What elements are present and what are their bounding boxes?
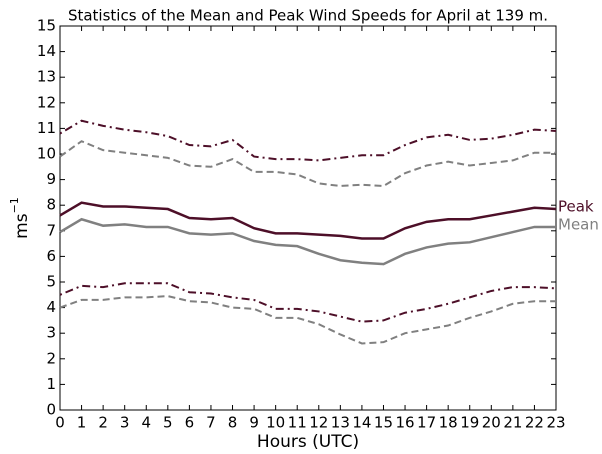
y-tick-label: 0 xyxy=(46,401,56,419)
x-axis-label: Hours (UTC) xyxy=(257,432,359,452)
y-tick-label: 3 xyxy=(46,324,56,342)
x-tick-label: 19 xyxy=(460,414,479,432)
x-tick-label: 9 xyxy=(249,414,259,432)
band-line xyxy=(59,119,557,162)
band-line xyxy=(59,140,556,188)
y-tick-label: 10 xyxy=(37,145,56,163)
y-tick-label: 2 xyxy=(46,349,56,367)
x-tick-label: 11 xyxy=(288,414,307,432)
x-tick-label: 21 xyxy=(503,414,522,432)
x-tick-label: 17 xyxy=(417,414,436,432)
x-tick-label: 16 xyxy=(395,414,414,432)
x-tick-label: 4 xyxy=(141,414,151,432)
series-line xyxy=(59,217,556,266)
y-tick-label: 15 xyxy=(37,17,56,35)
y-tick-label: 8 xyxy=(46,196,56,214)
y-tick-label: 13 xyxy=(37,68,56,86)
x-tick-label: 18 xyxy=(439,414,458,432)
y-tick-label: 4 xyxy=(46,298,56,316)
y-tick-label: 14 xyxy=(37,42,56,60)
x-tick-label: 15 xyxy=(374,414,393,432)
y-tick-label: 5 xyxy=(46,273,56,291)
x-tick-label: 20 xyxy=(482,414,501,432)
y-label-text: ms xyxy=(12,213,32,239)
x-tick-label: 23 xyxy=(546,414,565,432)
x-tick-label: 3 xyxy=(120,414,130,432)
x-tick-label: 2 xyxy=(98,414,108,432)
band-line xyxy=(59,295,556,345)
y-tick-label: 9 xyxy=(46,170,56,188)
y-axis-label: ms−1 xyxy=(8,197,32,239)
band-line xyxy=(59,282,557,323)
y-tick-label: 1 xyxy=(46,375,56,393)
x-tick-label: 12 xyxy=(309,414,328,432)
x-tick-label: 13 xyxy=(331,414,350,432)
series-label: Peak xyxy=(558,198,594,216)
series-line xyxy=(59,201,557,240)
x-tick-label: 5 xyxy=(163,414,173,432)
series-label: Mean xyxy=(558,215,599,233)
y-tick-label: 6 xyxy=(46,247,56,265)
x-tick-label: 14 xyxy=(352,414,371,432)
y-tick-label: 7 xyxy=(46,221,56,239)
x-tick-label: 0 xyxy=(55,414,65,432)
x-tick-label: 22 xyxy=(525,414,544,432)
plot-frame xyxy=(59,25,557,411)
chart-title: Statistics of the Mean and Peak Wind Spe… xyxy=(68,7,548,25)
x-tick-label: 8 xyxy=(228,414,238,432)
x-tick-label: 6 xyxy=(185,414,195,432)
x-tick-label: 1 xyxy=(77,414,87,432)
x-tick-label: 7 xyxy=(206,414,216,432)
y-tick-label: 11 xyxy=(37,119,56,137)
x-tick-label: 10 xyxy=(266,414,285,432)
y-tick-label: 12 xyxy=(37,93,56,111)
y-label-superscript: −1 xyxy=(8,197,21,213)
